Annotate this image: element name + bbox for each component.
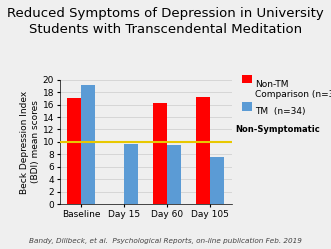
Text: Non-Symptomatic: Non-Symptomatic [235,124,320,133]
Bar [68,98,81,204]
Bar [124,144,138,204]
Bar [81,85,95,204]
Y-axis label: Beck Depression Index
(BDI) mean scores: Beck Depression Index (BDI) mean scores [20,90,40,193]
Bar [196,97,210,204]
Text: Non-TM
Comparison (n=34): Non-TM Comparison (n=34) [255,80,331,99]
Bar [153,103,167,204]
Text: Bandy, Dillbeck, et al.  Psychological Reports, on-line publication Feb. 2019: Bandy, Dillbeck, et al. Psychological Re… [29,238,302,244]
Bar [210,158,224,204]
Text: Reduced Symptoms of Depression in University
Students with Transcendental Medita: Reduced Symptoms of Depression in Univer… [7,7,324,36]
Bar [167,145,181,204]
Text: TM  (n=34): TM (n=34) [255,107,306,116]
